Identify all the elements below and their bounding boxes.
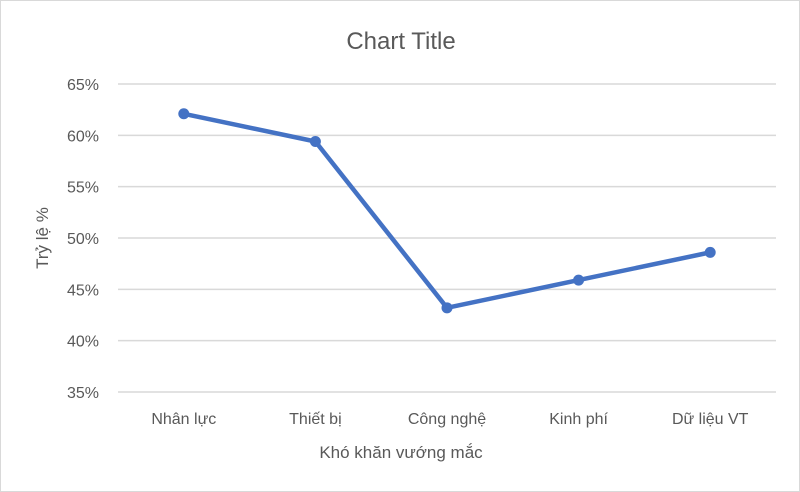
x-tick-label: Nhân lực: [151, 411, 216, 428]
x-tick-label: Thiết bị: [289, 411, 341, 428]
x-tick-label: Kinh phí: [549, 411, 608, 428]
y-tick-label: 65%: [67, 77, 99, 94]
series-line: [183, 111, 711, 311]
y-tick-label: 40%: [67, 334, 99, 351]
chart-title: Chart Title: [346, 28, 455, 55]
x-tick-label: Công nghệ: [408, 411, 486, 428]
y-tick-label: 50%: [67, 231, 99, 248]
x-axis-label: Khó khăn vướng mắc: [319, 443, 483, 462]
y-axis-label: Trỷ lệ %: [33, 207, 52, 269]
x-tick-label: Dữ liệu VT: [672, 411, 749, 428]
data-point: [178, 108, 190, 120]
y-tick-label: 55%: [67, 180, 99, 197]
data-point: [309, 135, 321, 147]
y-tick-label: 45%: [67, 282, 99, 299]
data-point: [573, 274, 585, 286]
y-tick-label: 60%: [67, 128, 99, 145]
data-point: [441, 302, 453, 314]
data-point: [704, 246, 716, 258]
y-tick-label: 35%: [67, 385, 99, 402]
